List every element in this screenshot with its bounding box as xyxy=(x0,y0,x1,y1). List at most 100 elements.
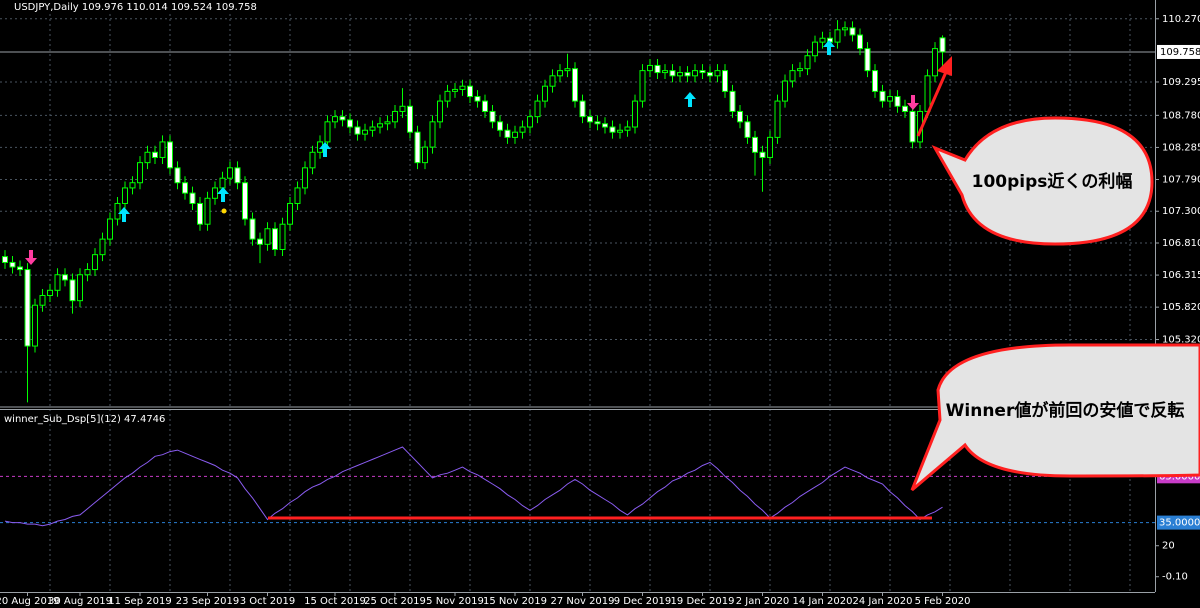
candle-body xyxy=(527,116,533,128)
y-tick-label: 107.300 xyxy=(1162,206,1200,217)
current-price-box xyxy=(1157,44,1200,59)
grid-layer xyxy=(0,14,1155,592)
candle-body xyxy=(474,96,481,102)
candle-body xyxy=(932,48,938,77)
candle-body xyxy=(32,304,38,347)
candle-body xyxy=(167,141,173,169)
candle-body xyxy=(204,197,211,225)
candle-body xyxy=(789,70,796,82)
candle-body xyxy=(69,279,76,302)
candle-body xyxy=(797,68,803,72)
candle-body xyxy=(294,187,301,204)
candle-body xyxy=(332,116,338,123)
x-tick-label: 15 Nov 2019 xyxy=(483,596,547,607)
candle-body xyxy=(624,126,631,131)
candle-body xyxy=(399,105,406,112)
candle-body xyxy=(249,218,256,240)
candle-body xyxy=(354,126,361,135)
candle-body xyxy=(834,29,841,43)
candle-body xyxy=(759,151,766,158)
candle-body xyxy=(302,167,308,189)
candle-body xyxy=(377,123,383,128)
candle-body xyxy=(594,121,601,125)
candle-body xyxy=(684,72,691,77)
y-tick-label: 106.315 xyxy=(1162,270,1200,281)
candle-body xyxy=(632,100,638,128)
level-label-box xyxy=(1157,515,1200,530)
candle-body xyxy=(864,48,871,72)
candle-body xyxy=(2,256,8,263)
candle-body xyxy=(92,254,98,271)
annotation-layer: 100pips近くの利幅 Winner値が前回の安値で反転 xyxy=(268,56,1200,520)
y-tick-label: 20 xyxy=(1162,541,1175,552)
candle-body xyxy=(129,182,136,189)
candle-body xyxy=(287,202,293,225)
x-tick-label: 11 Sep 2019 xyxy=(108,596,171,607)
candle-body xyxy=(407,105,413,133)
sell-signal-arrow xyxy=(907,95,919,110)
sell-signal-arrow xyxy=(25,250,37,265)
candle-body xyxy=(9,261,16,268)
candle-body xyxy=(234,167,241,184)
candle-body xyxy=(587,116,593,123)
x-tick-label: 2 Jan 2020 xyxy=(736,596,790,607)
candle-body xyxy=(677,72,683,77)
candle-body xyxy=(429,121,436,148)
buy-signal-arrow xyxy=(319,142,331,157)
candle-body xyxy=(39,294,46,306)
y-tick-label: 110.270 xyxy=(1162,14,1200,25)
candle-body xyxy=(752,136,758,153)
y-tick-label: 106.810 xyxy=(1162,238,1200,249)
candle-body xyxy=(744,121,751,138)
candle-body xyxy=(654,64,661,74)
candle-body xyxy=(617,129,623,133)
candle-body xyxy=(714,70,721,77)
candle-body xyxy=(122,187,128,204)
candle-body xyxy=(279,223,286,250)
x-tick-label: 30 Aug 2019 xyxy=(48,596,112,607)
candle-body xyxy=(812,41,818,57)
candle-body xyxy=(272,228,278,250)
candle-body xyxy=(62,274,68,281)
candle-body xyxy=(107,218,113,240)
candle-body xyxy=(902,105,908,112)
candle-body xyxy=(662,70,668,74)
x-tick-label: 24 Jan 2020 xyxy=(853,596,913,607)
candle-body xyxy=(909,110,916,143)
buy-signal-arrow xyxy=(823,40,835,55)
candle-body xyxy=(174,167,181,184)
y-tick-label: 107.790 xyxy=(1162,174,1200,185)
candle-body xyxy=(774,100,781,138)
candle-body xyxy=(557,70,563,77)
candle-body xyxy=(24,269,31,347)
candle-body xyxy=(414,131,421,164)
x-tick-label: 15 Oct 2019 xyxy=(304,596,366,607)
candle-body xyxy=(782,80,788,102)
candle-body xyxy=(189,192,196,204)
candle-body xyxy=(602,123,608,128)
candle-body xyxy=(47,289,53,296)
candle-body xyxy=(489,110,496,123)
candle-body xyxy=(422,146,428,164)
candle-body xyxy=(639,70,646,102)
candle-body xyxy=(264,228,271,245)
candle-body xyxy=(459,85,466,90)
candle-body xyxy=(939,37,946,53)
candle-body xyxy=(384,121,391,125)
candle-body xyxy=(804,55,811,70)
y-tick-label: 105.820 xyxy=(1162,302,1200,313)
candle-body xyxy=(699,70,706,74)
candle-body xyxy=(144,151,151,164)
candle-body xyxy=(872,70,878,92)
x-tick-label: 25 Oct 2019 xyxy=(364,596,426,607)
candle-body xyxy=(452,88,458,92)
candle-body xyxy=(152,151,158,158)
candle-body xyxy=(392,110,398,123)
x-tick-label: 20 Aug 2019 xyxy=(0,596,60,607)
candle-body xyxy=(84,269,91,276)
candle-body xyxy=(137,162,143,184)
candle-body xyxy=(242,182,248,220)
callout-text: Winner値が前回の安値で反転 xyxy=(946,400,1185,421)
x-tick-label: 5 Nov 2019 xyxy=(426,596,484,607)
